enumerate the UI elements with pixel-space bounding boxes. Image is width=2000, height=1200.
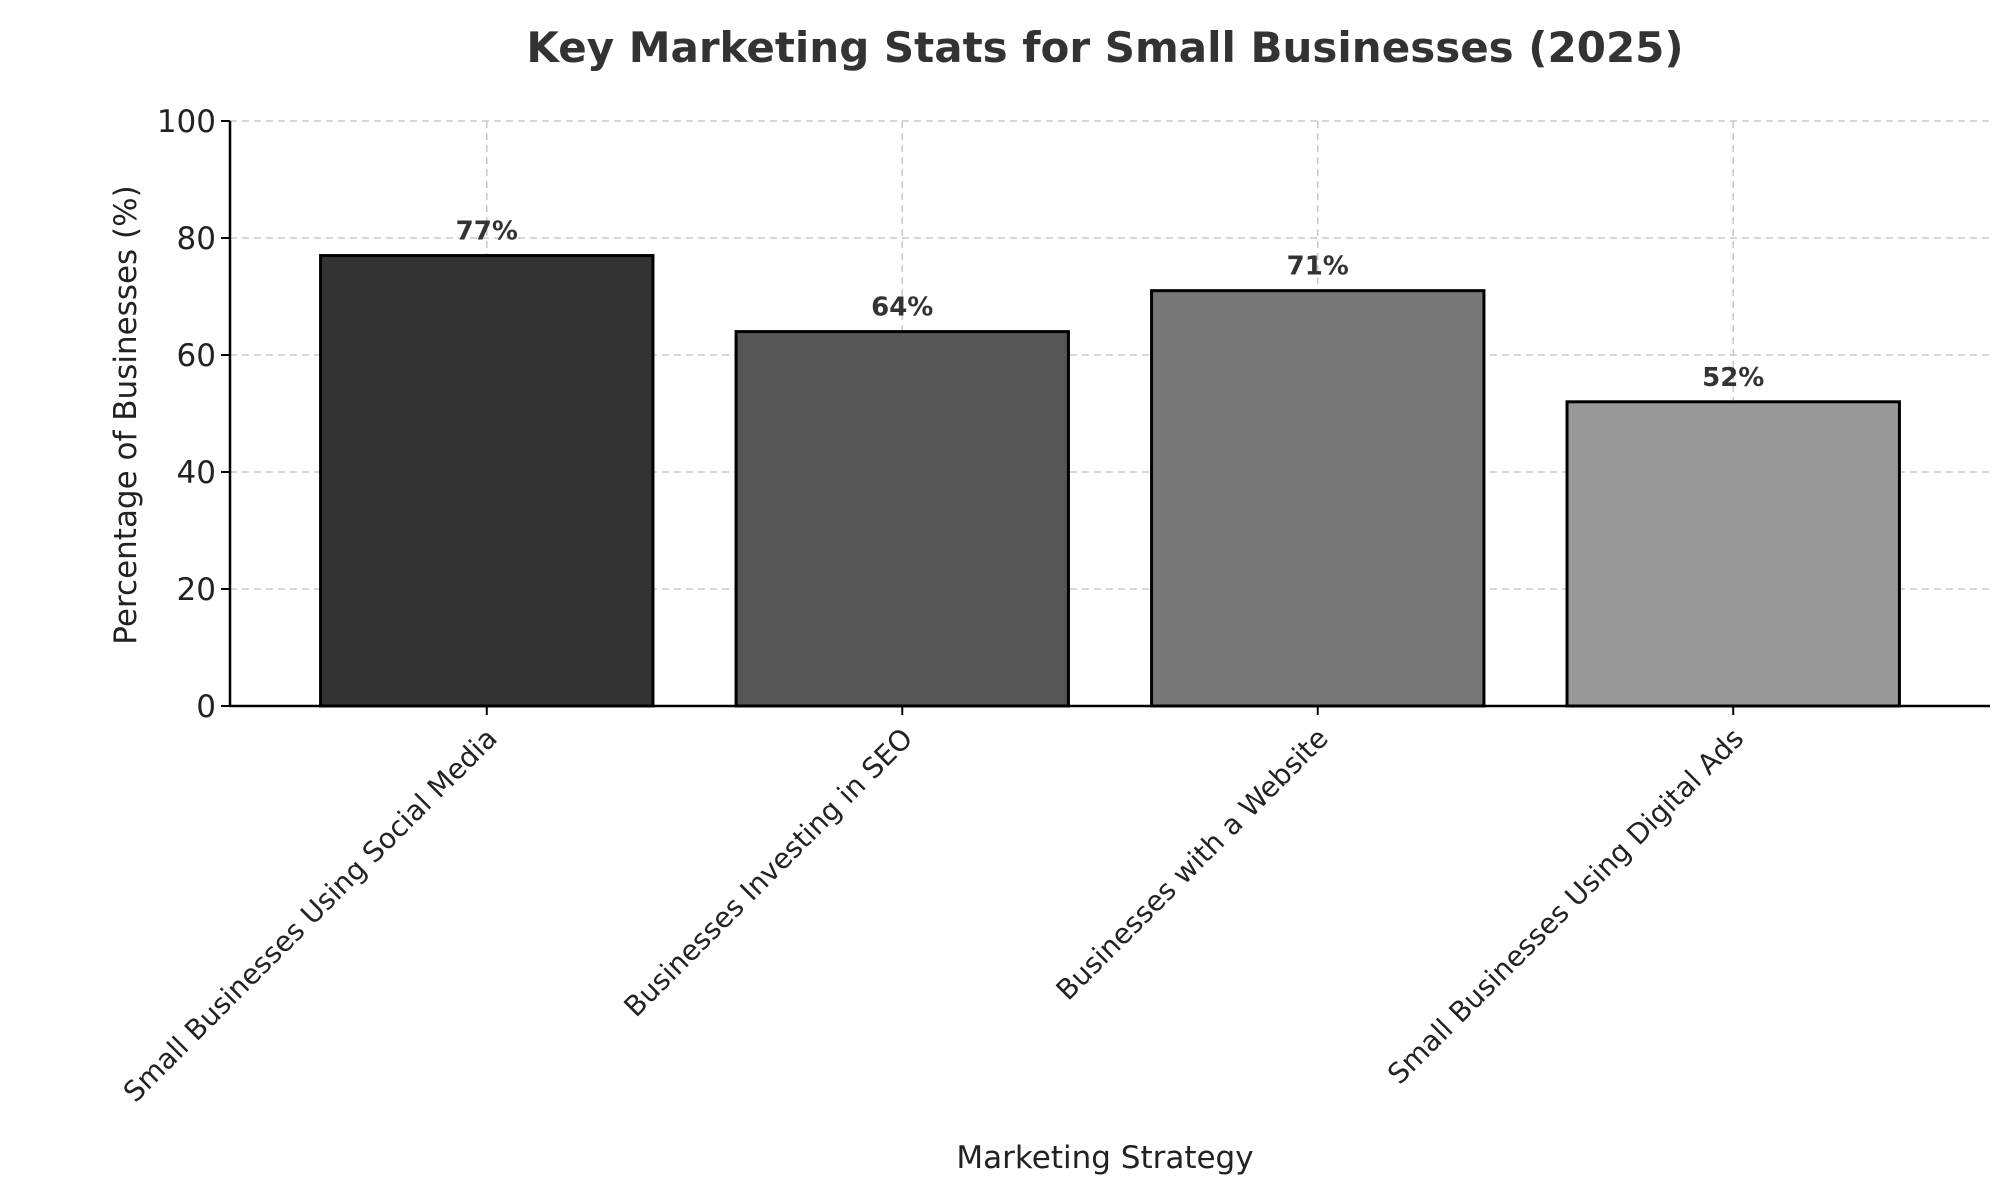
y-axis-label: Percentage of Businesses (%)	[108, 185, 144, 644]
x-axis-ticks: Small Businesses Using Social Media Busin…	[117, 706, 1750, 1109]
bar-3	[1150, 289, 1486, 708]
bar-1	[319, 254, 655, 708]
y-axis-ticks: 0 20 40 60 80 100	[157, 104, 230, 725]
y-tick-label-20: 20	[177, 572, 216, 608]
y-tick-label-0: 0	[196, 689, 216, 725]
axes	[228, 121, 1990, 708]
bars	[319, 254, 1901, 708]
value-label-2: 64%	[871, 293, 933, 323]
value-label-3: 71%	[1287, 252, 1349, 282]
x-axis-label: Marketing Strategy	[956, 1140, 1253, 1176]
value-label-4: 52%	[1702, 363, 1764, 393]
x-tick-label-1: Small Businesses Using Social Media	[117, 722, 504, 1109]
bar-2	[734, 330, 1070, 708]
value-label-1: 77%	[456, 217, 518, 247]
chart-title: Key Marketing Stats for Small Businesses…	[526, 23, 1683, 72]
bar-4	[1565, 400, 1901, 708]
x-tick-label-2: Businesses Investing in SEO	[617, 722, 919, 1024]
x-tick-label-4: Small Businesses Using Digital Ads	[1381, 722, 1750, 1091]
x-tick-label-3: Businesses with a Website	[1050, 722, 1335, 1007]
y-tick-label-60: 60	[177, 338, 216, 374]
y-tick-label-100: 100	[157, 104, 216, 140]
y-tick-label-40: 40	[177, 455, 216, 491]
y-tick-label-80: 80	[177, 221, 216, 257]
value-labels: 77% 64% 71% 52%	[456, 217, 1765, 393]
